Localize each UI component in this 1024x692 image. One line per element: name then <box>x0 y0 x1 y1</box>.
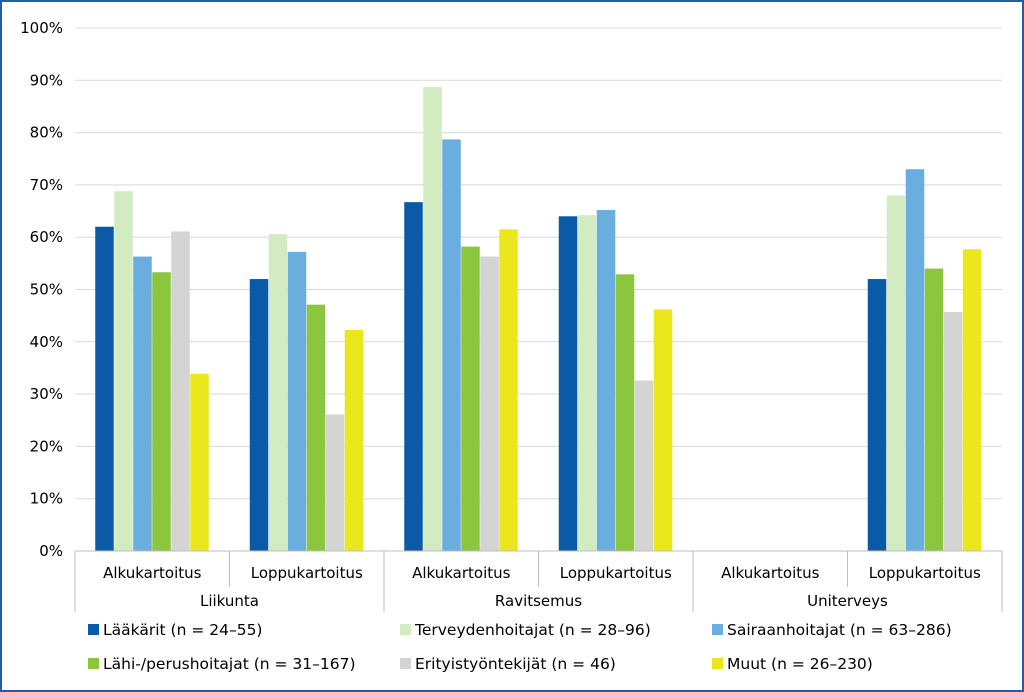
category-label: Alkukartoitus <box>721 564 820 582</box>
bar <box>249 279 269 551</box>
bar <box>95 226 114 552</box>
legend-swatch <box>712 624 723 635</box>
category-label: Loppukartoitus <box>251 564 363 582</box>
bar <box>886 195 906 552</box>
bar <box>287 251 307 551</box>
bar <box>114 191 133 551</box>
bar <box>596 210 616 551</box>
bar <box>133 256 152 551</box>
y-axis-ticks: 0% 10% 20% 30% 40% 50% 60% 70% 80% 90% 100% <box>20 19 63 560</box>
y-tick-label: 100% <box>20 19 63 37</box>
y-tick-label: 30% <box>30 385 63 403</box>
y-tick-label: 0% <box>39 542 63 560</box>
legend: Lääkärit (n = 24–55) Terveydenhoitajat (n… <box>88 621 952 673</box>
x-axis: Alkukartoitus Loppukartoitus Alkukartoitus… <box>74 550 1003 612</box>
bar <box>577 215 597 551</box>
bar <box>171 231 190 551</box>
bar <box>962 249 982 551</box>
y-tick-label: 80% <box>30 124 63 142</box>
bar <box>404 202 423 551</box>
bar <box>325 414 345 551</box>
legend-swatch <box>400 658 411 669</box>
bar <box>442 139 461 552</box>
bar <box>423 87 442 551</box>
group-label: Uniterveys <box>807 592 888 610</box>
legend-label: Muut (n = 26–230) <box>727 655 873 673</box>
legend-swatch <box>88 624 99 635</box>
legend-label: Lähi-/perushoitajat (n = 31–167) <box>103 655 356 673</box>
bar <box>615 274 635 551</box>
legend-label: Erityistyöntekijät (n = 46) <box>415 655 616 673</box>
legend-swatch <box>712 658 723 669</box>
gridlines <box>75 27 1002 552</box>
bar <box>306 304 326 551</box>
bar <box>499 229 518 552</box>
bar <box>480 256 499 551</box>
category-label: Loppukartoitus <box>560 564 672 582</box>
bar <box>152 272 171 551</box>
bars <box>95 87 982 552</box>
bar <box>558 216 578 551</box>
category-label: Loppukartoitus <box>869 564 981 582</box>
legend-swatch <box>88 658 99 669</box>
y-tick-label: 50% <box>30 281 63 299</box>
category-label: Alkukartoitus <box>412 564 511 582</box>
y-tick-label: 40% <box>30 333 63 351</box>
bar <box>344 329 364 551</box>
legend-label: Sairaanhoitajat (n = 63–286) <box>727 621 952 639</box>
bar <box>867 279 887 551</box>
y-tick-label: 20% <box>30 437 63 455</box>
y-tick-label: 10% <box>30 490 63 508</box>
bar <box>905 169 925 551</box>
legend-label: Lääkärit (n = 24–55) <box>103 621 262 639</box>
bar <box>634 380 654 551</box>
group-label: Liikunta <box>200 592 259 610</box>
bar <box>190 373 209 551</box>
legend-swatch <box>400 624 411 635</box>
bar <box>943 311 963 551</box>
y-tick-label: 90% <box>30 71 63 89</box>
bar <box>461 246 480 551</box>
group-label: Ravitsemus <box>495 592 582 610</box>
legend-label: Terveydenhoitajat (n = 28–96) <box>414 621 651 639</box>
y-tick-label: 60% <box>30 228 63 246</box>
category-label: Alkukartoitus <box>103 564 202 582</box>
bar <box>653 309 673 551</box>
bar <box>924 268 944 551</box>
bar <box>268 234 288 551</box>
y-tick-label: 70% <box>30 176 63 194</box>
